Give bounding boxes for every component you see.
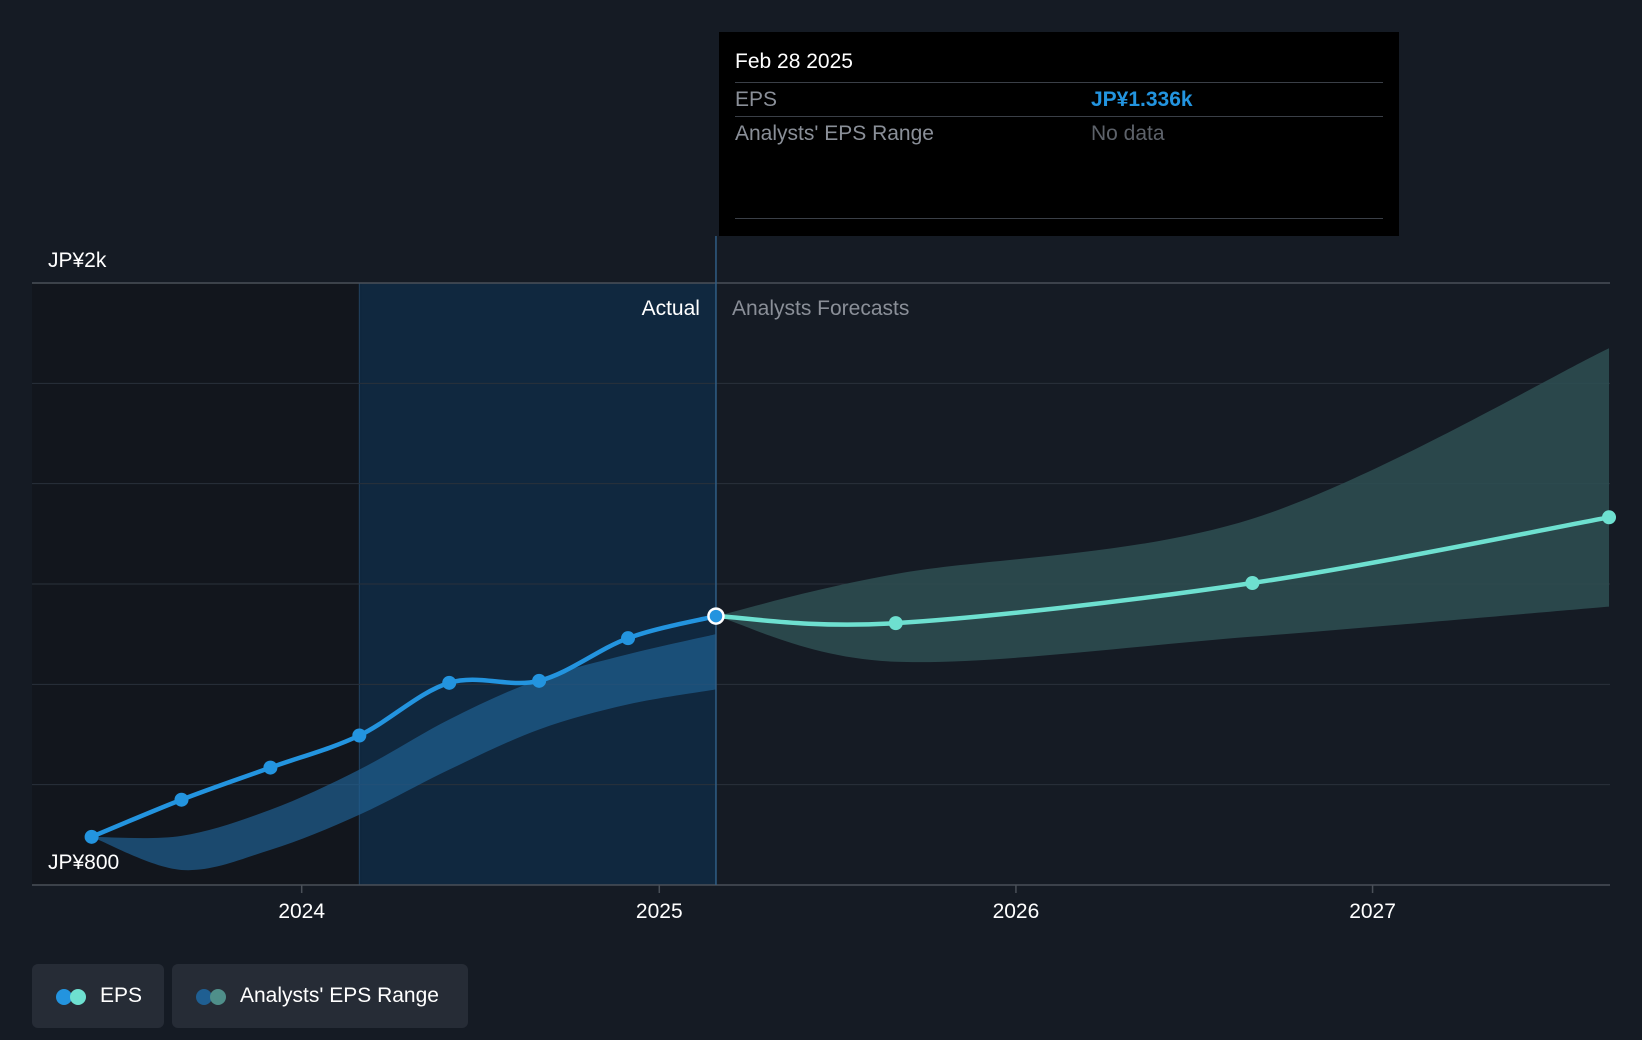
forecast-section-label: Analysts Forecasts (732, 297, 909, 320)
eps-actual-point (621, 631, 636, 646)
x-axis-ticks: 2024 2025 2026 2027 (278, 885, 1396, 923)
tooltip-date: Feb 28 2025 (735, 50, 853, 73)
tooltip-eps-label: EPS (735, 88, 778, 111)
legend-range-label: Analysts' EPS Range (240, 984, 439, 1007)
eps-actual-point (532, 673, 547, 688)
eps-lines (89, 515, 1612, 840)
y-axis-labels: JP¥2k JP¥800 (48, 249, 119, 874)
eps-actual-point (263, 760, 278, 775)
x-tick-label: 2027 (1349, 900, 1396, 923)
x-tick-label: 2024 (278, 900, 325, 923)
forecast-eps-range-area (715, 348, 1610, 663)
eps-legend-icon (56, 989, 86, 1005)
analysts-eps-range-areas (91, 348, 1610, 871)
actual-section-label: Actual (642, 297, 700, 320)
eps-highlight-point (707, 607, 725, 625)
eps-forecast-line (713, 515, 1612, 627)
eps-actual-point (84, 829, 99, 844)
tooltip-range-row: Analysts' EPS Range No data (735, 116, 1383, 151)
eps-actual-point (174, 792, 189, 807)
eps-actual-point (352, 728, 367, 743)
tooltip-divider (735, 218, 1383, 219)
range-legend-icon (196, 989, 226, 1005)
legend-eps-button[interactable]: EPS (32, 964, 164, 1028)
eps-forecast-point (1245, 575, 1260, 590)
eps-actual-point (442, 675, 457, 690)
x-tick-label: 2026 (993, 900, 1040, 923)
x-tick-label: 2025 (636, 900, 683, 923)
tooltip: Feb 28 2025 EPS JP¥1.336k Analysts' EPS … (719, 32, 1399, 236)
tooltip-range-value: No data (1091, 122, 1165, 145)
tooltip-eps-row: EPS JP¥1.336k (735, 82, 1383, 117)
eps-actual-line (89, 613, 719, 840)
legend-range-button[interactable]: Analysts' EPS Range (172, 964, 468, 1028)
tooltip-range-label: Analysts' EPS Range (735, 122, 934, 145)
legend-eps-label: EPS (100, 984, 143, 1007)
eps-forecast-point (1602, 510, 1617, 525)
eps-points (84, 510, 1617, 844)
y-tick-label: JP¥2k (48, 249, 107, 272)
eps-forecast-point (888, 616, 903, 631)
tooltip-eps-value: JP¥1.336k (1091, 88, 1193, 111)
actual-eps-range-area (91, 634, 716, 871)
y-tick-label: JP¥800 (48, 851, 119, 874)
